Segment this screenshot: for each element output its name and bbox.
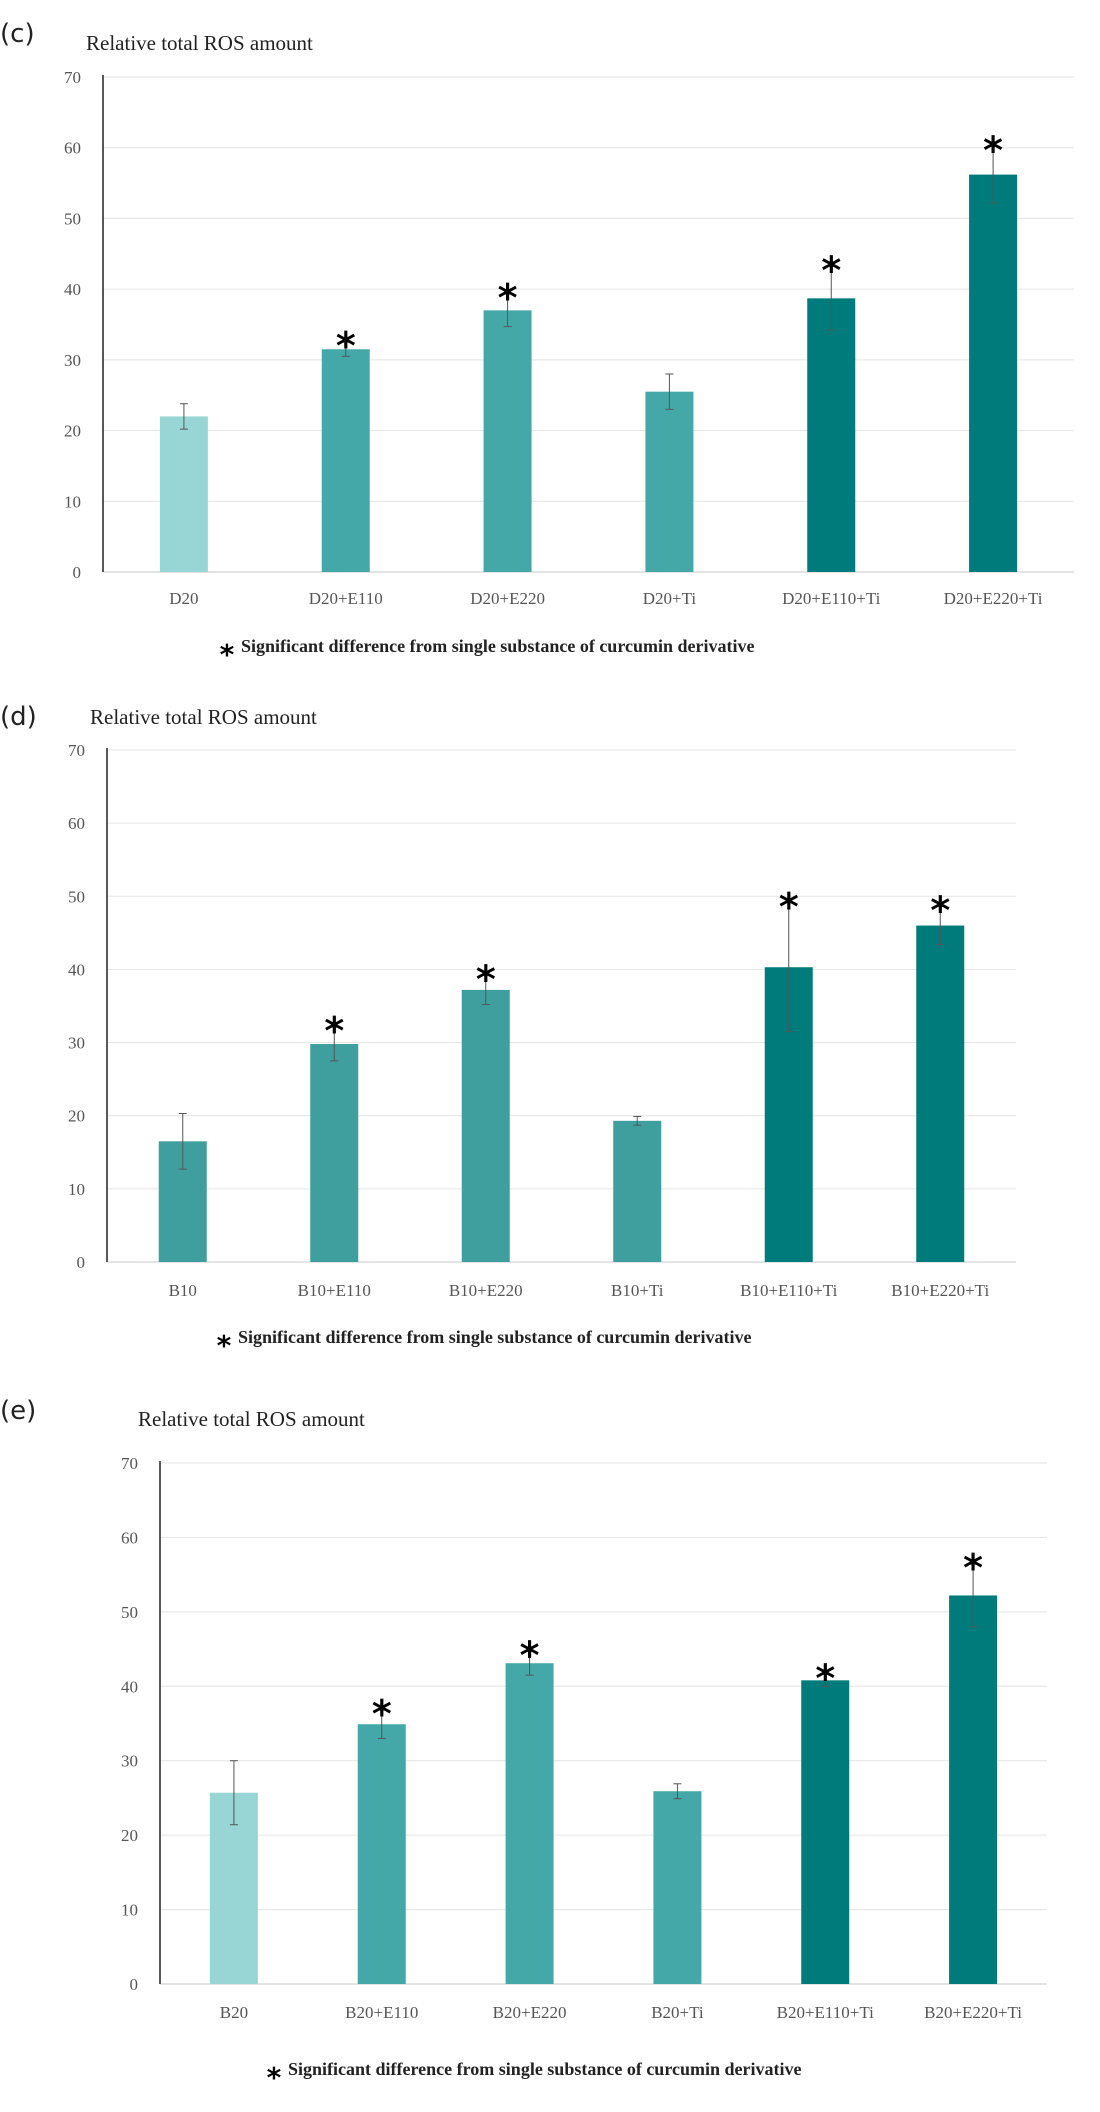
significance-star: * <box>821 249 841 293</box>
chart-panel-3: (e) Relative total ROS amount 0 10 20 30 40 50 6… <box>0 1396 1047 2094</box>
chart-title: Relative total ROS amount <box>90 705 317 729</box>
x-tick-label: D20+E220+Ti <box>944 589 1043 608</box>
bar-D20+Ti <box>645 391 694 572</box>
y-tick-label: 30 <box>121 1752 138 1771</box>
significance-star: * <box>983 128 1003 172</box>
y-tick-label: 50 <box>68 887 85 906</box>
footnote-star: * <box>220 638 235 671</box>
x-tick-label: B20+E220+Ti <box>924 2003 1022 2022</box>
bar-D20+E110+Ti <box>807 298 856 572</box>
bar-B20+E220+Ti <box>949 1595 998 1984</box>
x-tick-label: B20 <box>220 2003 248 2022</box>
footnote-text: Significant difference from single subst… <box>238 1327 751 1347</box>
x-tick-label: B10 <box>169 1281 197 1300</box>
panel-label: (d) <box>0 702 37 732</box>
y-tick-label: 50 <box>64 209 81 228</box>
y-tick-label: 60 <box>121 1528 138 1547</box>
y-tick-label: 10 <box>68 1180 85 1199</box>
y-tick-label: 0 <box>130 1975 139 1994</box>
bar-B20+E220 <box>505 1663 554 1984</box>
y-tick-label: 40 <box>121 1677 138 1696</box>
bar-B10+E110 <box>310 1044 359 1262</box>
y-tick-label: 70 <box>121 1454 138 1473</box>
x-tick-label: B10+Ti <box>611 1281 664 1300</box>
x-tick-label: D20 <box>169 589 198 608</box>
y-tick-label: 10 <box>121 1901 138 1920</box>
x-tick-label: B20+E220 <box>493 2003 567 2022</box>
chart-title: Relative total ROS amount <box>86 31 313 55</box>
bar-B10+Ti <box>613 1120 662 1262</box>
bar-B20+Ti <box>653 1791 702 1984</box>
y-tick-label: 20 <box>121 1826 138 1845</box>
y-tick-label: 60 <box>64 139 81 158</box>
bar-B20+E110 <box>357 1724 406 1984</box>
y-tick-label: 20 <box>64 422 81 441</box>
x-tick-label: D20+E110 <box>309 589 383 608</box>
significance-star: * <box>963 1546 983 1590</box>
panel-label: (e) <box>0 1396 36 1426</box>
significance-star: * <box>324 1009 344 1053</box>
significance-star: * <box>815 1656 835 1700</box>
significance-star: * <box>520 1633 540 1677</box>
footnote-text: Significant difference from single subst… <box>241 636 754 656</box>
y-tick-label: 70 <box>68 741 85 760</box>
y-tick-label: 40 <box>68 960 85 979</box>
bar-D20+E220+Ti <box>969 174 1018 573</box>
footnote-star: * <box>267 2061 282 2094</box>
footnote-star: * <box>217 1329 232 1362</box>
y-tick-label: 0 <box>77 1253 86 1272</box>
chart-panel-1: (c) Relative total ROS amount 0 10 20 30 40 50 6… <box>0 19 1074 671</box>
bar-B10+E220+Ti <box>916 925 965 1262</box>
y-tick-label: 20 <box>68 1107 85 1126</box>
panel-label: (c) <box>0 19 35 49</box>
x-tick-label: B20+E110+Ti <box>777 2003 875 2022</box>
y-tick-label: 70 <box>64 68 81 87</box>
bar-B20+E110+Ti <box>801 1680 850 1984</box>
footnote-text: Significant difference from single subst… <box>288 2059 801 2079</box>
chart-title: Relative total ROS amount <box>138 1407 365 1431</box>
bar-B10+E220 <box>461 989 510 1262</box>
significance-star: * <box>372 1692 392 1736</box>
y-tick-label: 30 <box>68 1034 85 1053</box>
bar-D20 <box>159 416 208 572</box>
y-tick-label: 10 <box>64 492 81 511</box>
x-tick-label: B10+E110 <box>298 1281 371 1300</box>
x-tick-label: B20+Ti <box>651 2003 704 2022</box>
x-tick-label: D20+E220 <box>470 589 545 608</box>
significance-star: * <box>336 324 356 368</box>
bar-D20+E220 <box>483 310 532 572</box>
x-tick-label: B10+E220 <box>449 1281 523 1300</box>
y-tick-label: 50 <box>121 1603 138 1622</box>
y-tick-label: 0 <box>73 563 82 582</box>
significance-star: * <box>498 276 518 320</box>
bar-D20+E110 <box>321 349 370 572</box>
y-tick-label: 40 <box>64 280 81 299</box>
significance-star: * <box>930 889 950 933</box>
x-tick-label: D20+Ti <box>643 589 697 608</box>
x-tick-label: B10+E220+Ti <box>891 1281 989 1300</box>
y-tick-label: 30 <box>64 351 81 370</box>
chart-panel-2: (d) Relative total ROS amount 0 10 20 30 40 50 6… <box>0 702 1016 1362</box>
significance-star: * <box>779 885 799 929</box>
significance-star: * <box>476 957 496 1001</box>
y-tick-label: 60 <box>68 814 85 833</box>
x-tick-label: D20+E110+Ti <box>782 589 880 608</box>
x-tick-label: B20+E110 <box>345 2003 418 2022</box>
x-tick-label: B10+E110+Ti <box>740 1281 838 1300</box>
